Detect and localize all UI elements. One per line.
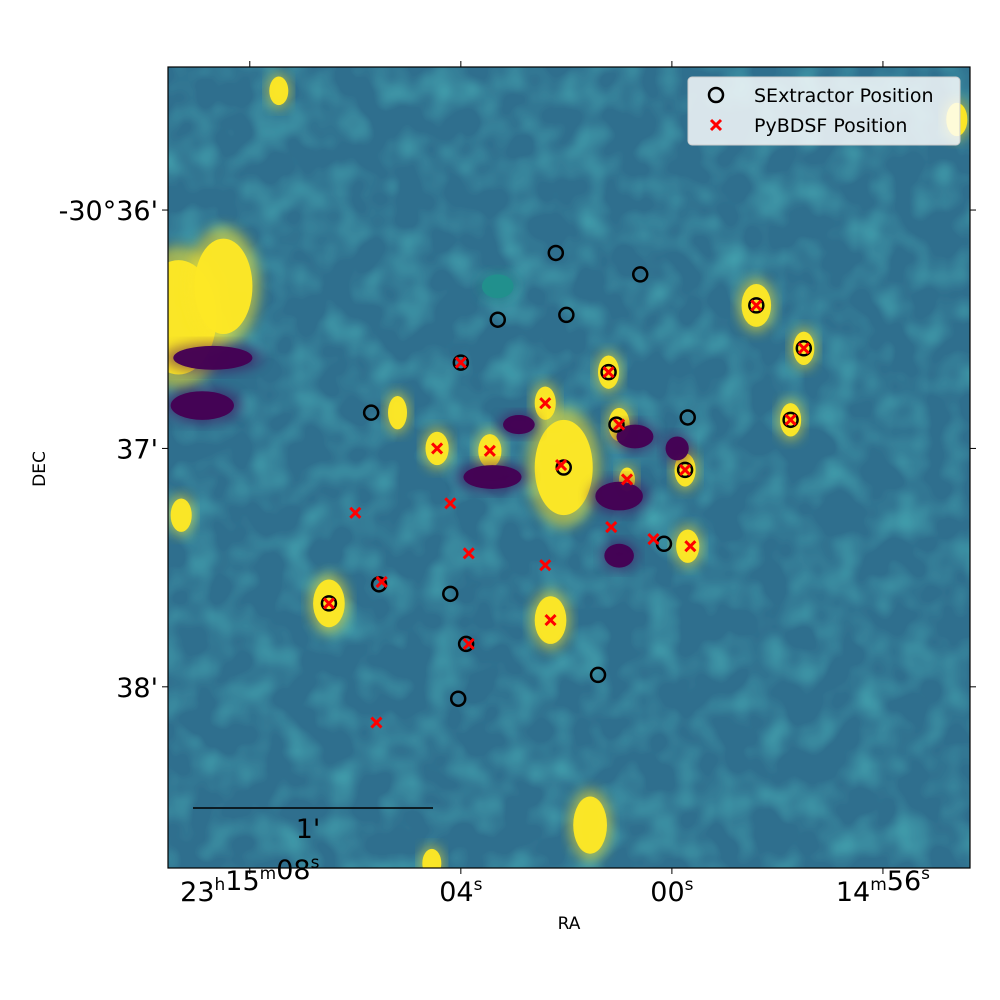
pybdsf-position-marker — [647, 532, 660, 546]
pybdsf-position-marker — [349, 506, 362, 519]
x-tick-label: 23h15m08s — [180, 853, 319, 908]
plot-frame — [167, 66, 971, 869]
image-blob-core — [422, 848, 442, 868]
sextractor-position-marker — [558, 306, 575, 324]
source-markers — [320, 244, 813, 729]
sextractor-position-marker — [547, 244, 565, 262]
x-tick-label: 14m56s — [836, 864, 930, 908]
image-blob-low — [589, 478, 649, 514]
pybdsf-position-marker — [544, 614, 557, 627]
pybdsf-position-marker — [454, 356, 467, 369]
pybdsf-position-marker — [539, 397, 552, 410]
sextractor-position-marker — [679, 409, 696, 426]
sextractor-position-marker — [608, 416, 625, 433]
pybdsf-position-marker — [684, 540, 697, 553]
legend-box — [687, 76, 961, 146]
sextractor-position-marker — [795, 340, 813, 357]
y-tick-label: 38' — [116, 673, 158, 704]
pybdsf-position-marker — [431, 442, 444, 455]
x-tick-label: 00s — [650, 875, 693, 908]
pybdsf-position-marker — [462, 637, 475, 650]
image-blob-core — [481, 274, 514, 299]
sextractor-position-marker — [320, 595, 338, 612]
pybdsf-position-marker — [483, 444, 496, 457]
image-blob-low — [600, 540, 638, 571]
image-blob-core — [573, 796, 607, 854]
sextractor-position-marker — [442, 585, 459, 603]
scale-bar-label: 1' — [296, 814, 321, 845]
sextractor-position-marker — [489, 311, 507, 328]
pybdsf-position-marker — [444, 497, 457, 510]
sextractor-position-marker — [457, 635, 475, 653]
sextractor-position-marker — [676, 461, 694, 479]
image-blob-low — [168, 342, 263, 373]
image-blob-low — [168, 387, 242, 424]
pybdsf-position-marker — [602, 366, 615, 379]
sextractor-position-marker — [600, 363, 617, 381]
image-blob-core — [665, 436, 689, 461]
x-tick-label: 04s — [439, 875, 482, 908]
pybdsf-position-marker — [620, 473, 634, 486]
image-blob-core — [676, 529, 700, 563]
image-blob-core — [173, 345, 253, 370]
legend-entry-sextractor: SExtractor Position — [754, 85, 934, 107]
image-blob-core — [388, 395, 408, 430]
image-blob-core — [194, 238, 253, 334]
sextractor-position-marker — [449, 690, 467, 707]
image-blob-high — [569, 789, 612, 861]
legend-x-marker — [709, 118, 723, 132]
image-blob-high — [385, 391, 410, 434]
image-blob-core — [463, 465, 522, 489]
pybdsf-position-marker — [322, 597, 335, 610]
image-blob-low — [456, 462, 529, 492]
image-blob-core — [595, 481, 643, 511]
pybdsf-position-marker — [784, 413, 797, 426]
image-blob-core — [616, 424, 654, 449]
legend-entry-pybdsf: PyBDSF Position — [754, 115, 907, 137]
image-blob-high — [187, 226, 260, 346]
pybdsf-position-marker — [679, 463, 692, 476]
legend: SExtractor Position PyBDSF Position — [687, 76, 961, 146]
image-blob-low — [499, 412, 539, 437]
pybdsf-position-marker — [797, 342, 810, 355]
image-blob-high — [673, 525, 703, 568]
sextractor-position-marker — [589, 666, 607, 684]
image-blob-high — [168, 494, 195, 537]
sextractor-position-marker — [782, 411, 799, 429]
image-blob-core — [170, 498, 192, 532]
pybdsf-position-marker — [539, 559, 552, 572]
pybdsf-position-marker — [750, 299, 763, 312]
y-axis-label: DEC — [30, 451, 50, 487]
y-tick-label: -30°36' — [59, 196, 158, 227]
pybdsf-position-marker — [613, 418, 626, 431]
image-blob-core — [269, 76, 289, 106]
sextractor-position-marker — [748, 297, 765, 314]
image-blob-high — [419, 845, 444, 868]
image-blob-high — [266, 72, 291, 109]
legend-circle-marker — [707, 86, 725, 104]
x-axis-ticks: 23h15m08s 04s 00s 14m56s — [180, 61, 930, 908]
image-blob-core — [170, 391, 234, 420]
pybdsf-position-marker — [370, 716, 383, 729]
y-tick-label: 37' — [116, 434, 158, 465]
image-blob-low — [662, 433, 692, 464]
sextractor-position-marker — [631, 266, 649, 283]
image-blob-core — [503, 415, 535, 435]
pybdsf-position-marker — [605, 521, 618, 534]
pybdsf-position-marker — [375, 575, 388, 588]
sextractor-position-marker — [452, 354, 470, 371]
x-axis-label: RA — [558, 914, 581, 934]
pybdsf-position-marker — [462, 547, 475, 560]
plot-area — [168, 67, 970, 868]
image-blob-core — [604, 543, 634, 568]
pybdsf-position-marker — [555, 459, 568, 472]
scale-bar: 1' — [193, 807, 433, 845]
image-blob-mid — [477, 271, 518, 302]
sextractor-position-marker — [362, 404, 380, 421]
y-axis-ticks: -30°36' 37' 38' — [59, 196, 976, 704]
